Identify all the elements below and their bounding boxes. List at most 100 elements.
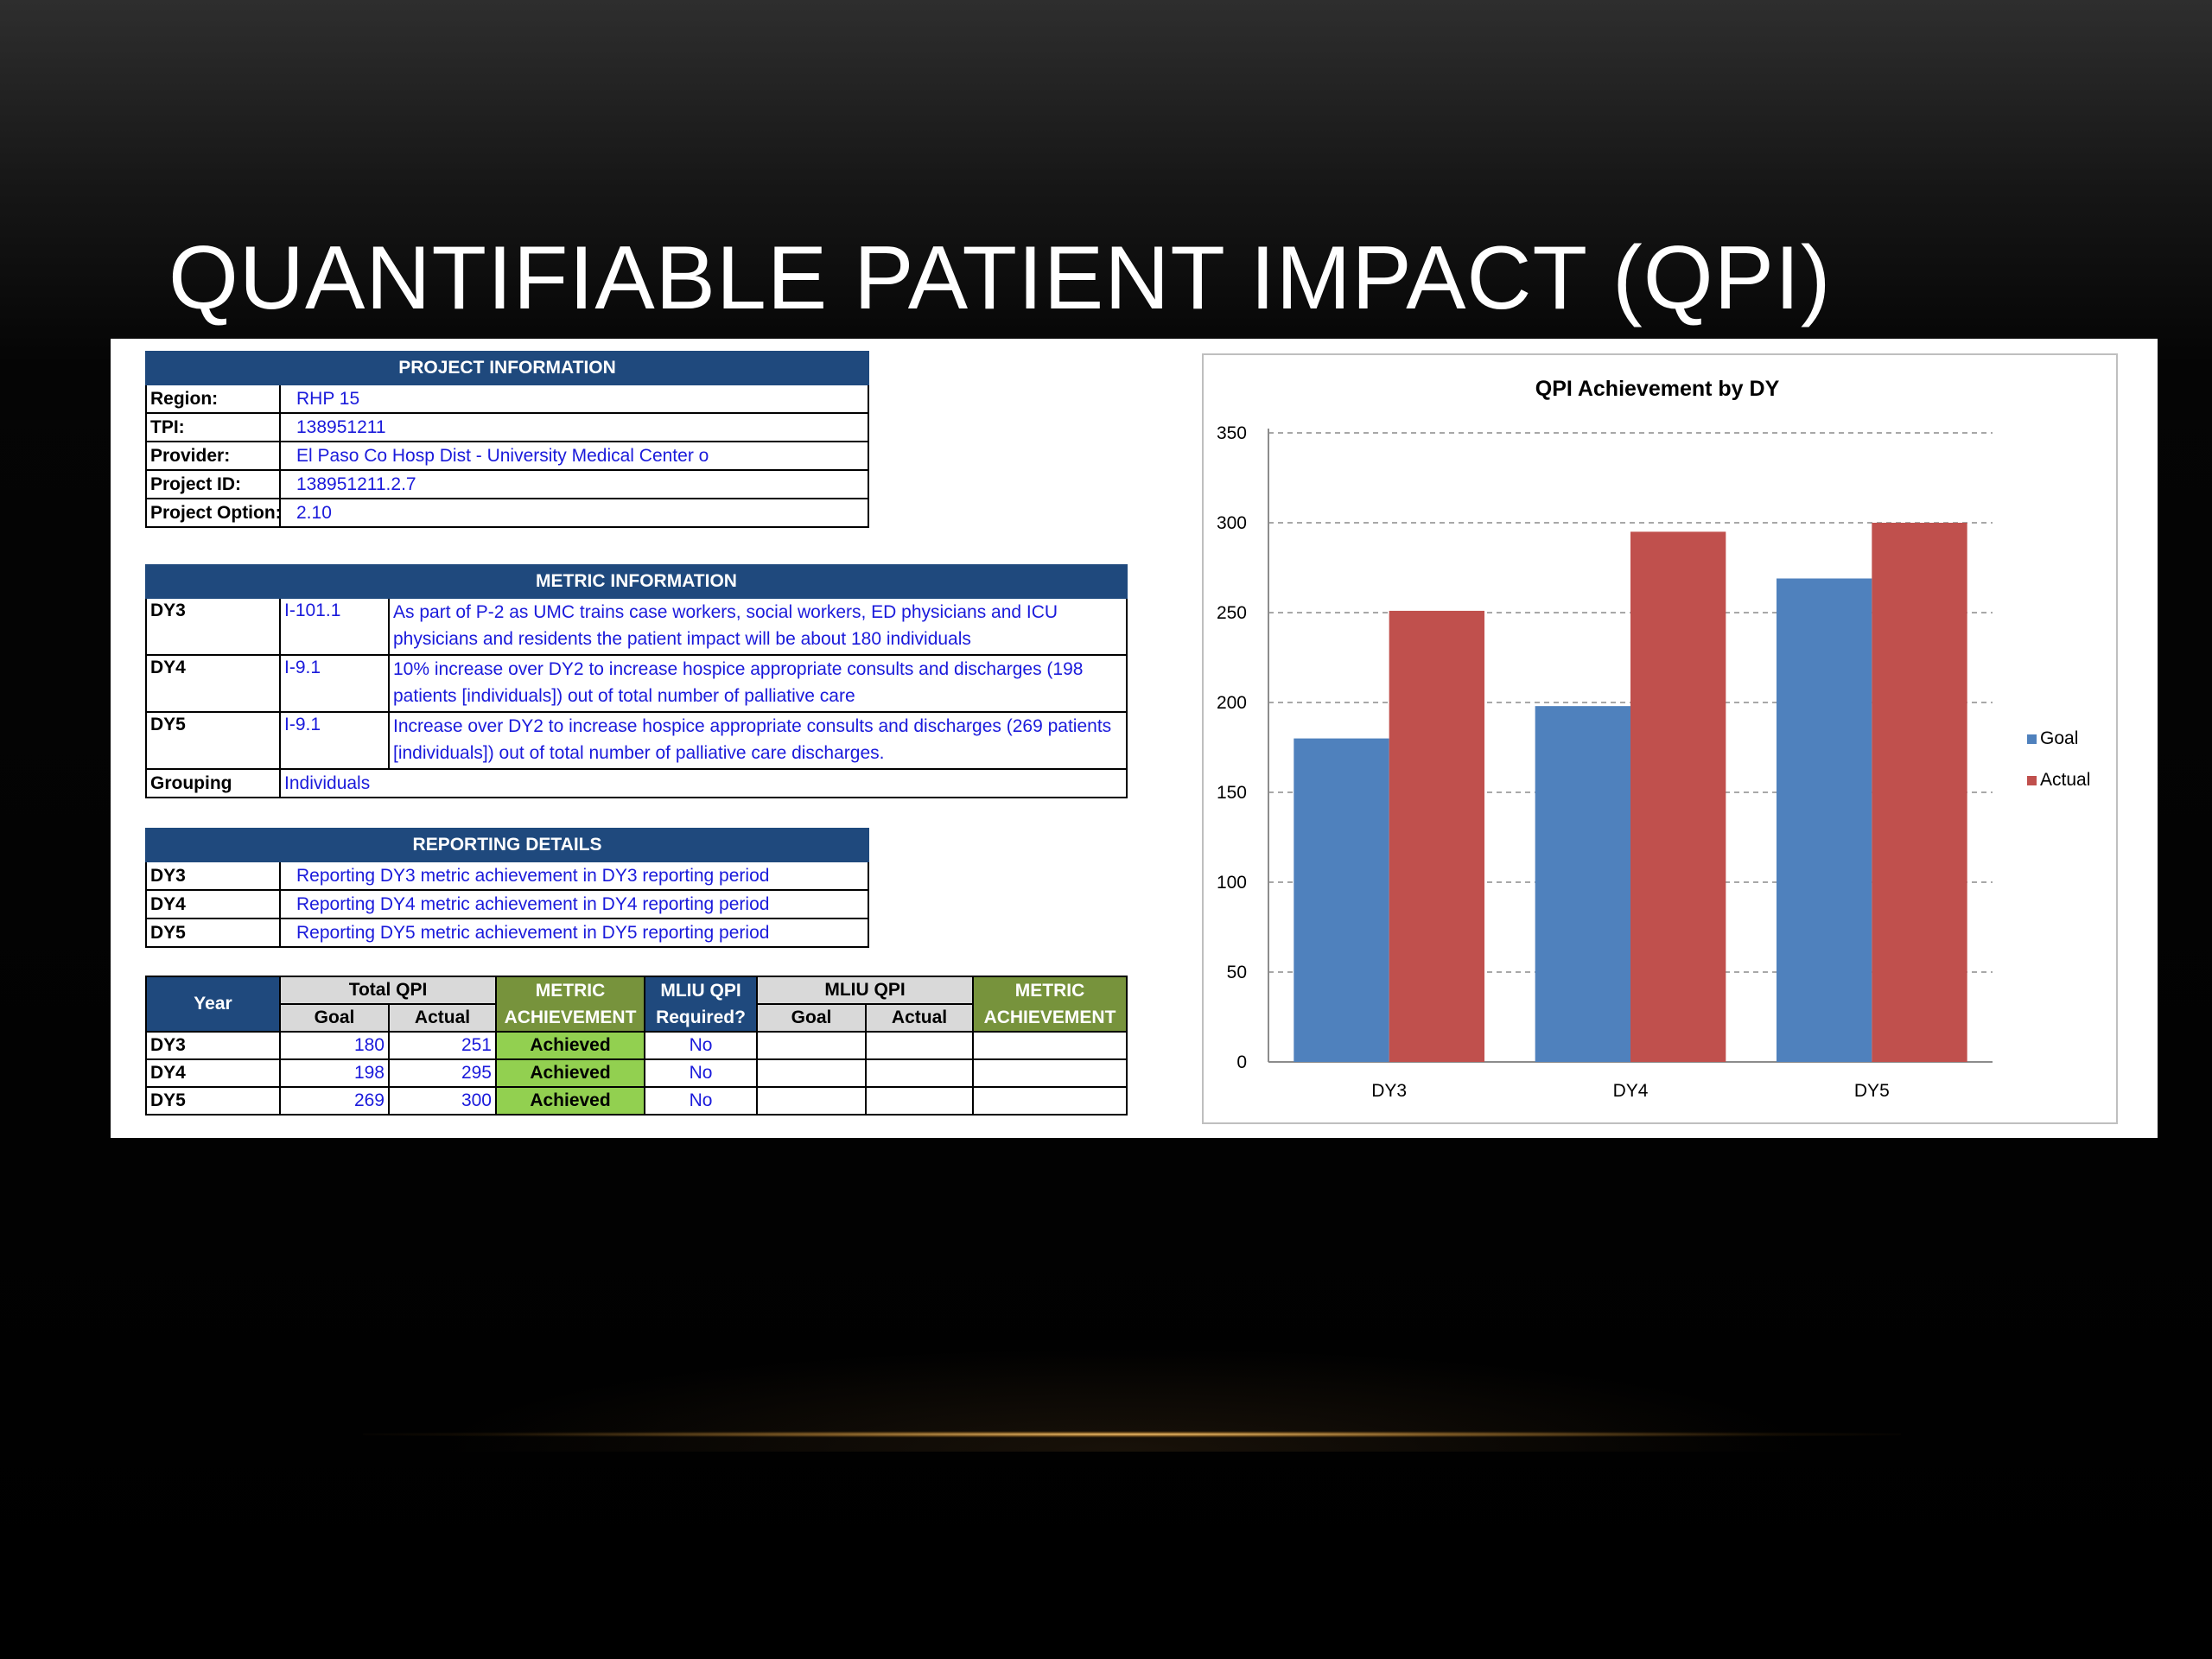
mliu-metric-achievement-header-line2: ACHIEVEMENT: [983, 1007, 1116, 1027]
y-tick-label: 50: [1227, 963, 1247, 982]
table-row: DY3 Reporting DY3 metric achievement in …: [145, 861, 870, 891]
bar-goal-dy4: [1535, 706, 1630, 1062]
table-row: Provider: El Paso Co Hosp Dist - Univers…: [145, 441, 869, 471]
provider-label: Provider:: [145, 441, 281, 471]
project-info-table: PROJECT INFORMATION Region: RHP 15 TPI: …: [145, 351, 869, 528]
qpi-actual: 300: [388, 1086, 497, 1116]
table-row: DY5 I-9.1 Increase over DY2 to increase …: [145, 711, 1128, 770]
y-tick-label: 200: [1217, 693, 1247, 713]
mliu-metric-achievement-header: METRIC ACHIEVEMENT: [972, 976, 1128, 1033]
slide-title: QUANTIFIABLE PATIENT IMPACT (QPI): [168, 228, 1832, 328]
reporting-year: DY3: [145, 861, 281, 891]
mliu-required: No: [644, 1058, 758, 1088]
reporting-details-header: REPORTING DETAILS: [144, 828, 870, 862]
metric-id: I-101.1: [279, 597, 390, 656]
table-row: DY4 I-9.1 10% increase over DY2 to incre…: [145, 654, 1128, 713]
metric-id: I-9.1: [279, 711, 390, 770]
chart-frame: QPI Achievement by DY 0 50 100 150 200 250 300 3…: [1202, 353, 2118, 1124]
grouping-label: Grouping: [145, 768, 281, 798]
metric-description: Increase over DY2 to increase hospice ap…: [387, 711, 1128, 770]
bar-actual-dy3: [1389, 610, 1485, 1062]
mliu-achievement: [972, 1086, 1128, 1116]
mliu-goal: [756, 1058, 867, 1088]
table-row: Region: RHP 15: [145, 384, 869, 414]
legend-swatch-actual: [2027, 776, 2037, 785]
chart-title: QPI Achievement by DY: [1535, 377, 1780, 401]
table-row: DY5 Reporting DY5 metric achievement in …: [145, 918, 870, 948]
mliu-actual: [865, 1031, 974, 1060]
tpi-value: 138951211: [279, 412, 869, 442]
project-id-label: Project ID:: [145, 469, 281, 499]
reporting-text: Reporting DY4 metric achievement in DY4 …: [278, 889, 870, 919]
x-tick-label: DY3: [1371, 1081, 1407, 1101]
grouping-value: Individuals: [278, 768, 1128, 798]
bar-goal-dy5: [1776, 578, 1872, 1062]
qpi-actual: 295: [388, 1058, 497, 1088]
y-tick-label: 100: [1217, 873, 1247, 893]
metric-description: As part of P-2 as UMC trains case worker…: [387, 597, 1128, 656]
y-tick-label: 350: [1217, 423, 1247, 443]
project-option-value: 2.10: [279, 498, 869, 528]
bar-actual-dy4: [1630, 531, 1726, 1062]
table-row: DY4 Reporting DY4 metric achievement in …: [145, 889, 870, 919]
mliu-required-header-line1: MLIU QPI: [660, 981, 741, 1001]
mliu-required-header-line2: Required?: [656, 1007, 746, 1027]
table-row: Grouping Individuals: [145, 768, 1128, 798]
metric-info-header: METRIC INFORMATION: [144, 564, 1128, 599]
mliu-actual-header: Actual: [865, 1003, 974, 1033]
y-tick-label: 300: [1217, 513, 1247, 533]
region-value: RHP 15: [279, 384, 869, 414]
table-row: TPI: 138951211: [145, 412, 869, 442]
mliu-goal: [756, 1031, 867, 1060]
legend-label-actual: Actual: [2040, 770, 2090, 790]
mliu-required: No: [644, 1031, 758, 1060]
qpi-achievement: Achieved: [495, 1086, 645, 1116]
total-qpi-header: Total QPI: [279, 976, 497, 1005]
x-tick-label: DY4: [1613, 1081, 1649, 1101]
table-row: Project Option: 2.10: [145, 498, 869, 528]
table-row: DY3 I-101.1 As part of P-2 as UMC trains…: [145, 597, 1128, 656]
table-row: Project ID: 138951211.2.7: [145, 469, 869, 499]
table-row: DY4 198 295 Achieved No: [145, 1058, 1128, 1088]
qpi-goal: 269: [279, 1086, 390, 1116]
qpi-goal: 198: [279, 1058, 390, 1088]
qpi-year: DY5: [145, 1086, 281, 1116]
bar-actual-dy5: [1872, 523, 1967, 1062]
y-tick-label: 150: [1217, 783, 1247, 803]
tpi-label: TPI:: [145, 412, 281, 442]
metric-year: DY5: [145, 711, 281, 770]
metric-achievement-header-line2: ACHIEVEMENT: [504, 1007, 637, 1027]
mliu-actual: [865, 1086, 974, 1116]
metric-year: DY4: [145, 654, 281, 713]
y-tick-label: 0: [1236, 1052, 1247, 1072]
table-row: DY5 269 300 Achieved No: [145, 1086, 1128, 1116]
provider-value: El Paso Co Hosp Dist - University Medica…: [279, 441, 869, 471]
mliu-goal: [756, 1086, 867, 1116]
mliu-qpi-header: MLIU QPI: [756, 976, 974, 1005]
actual-header: Actual: [388, 1003, 497, 1033]
y-tick-label: 250: [1217, 603, 1247, 623]
metric-id: I-9.1: [279, 654, 390, 713]
project-info-header: PROJECT INFORMATION: [145, 351, 869, 385]
reporting-year: DY5: [145, 918, 281, 948]
metric-info-table: METRIC INFORMATION DY3 I-101.1 As part o…: [144, 564, 1128, 798]
goal-header: Goal: [279, 1003, 390, 1033]
mliu-actual: [865, 1058, 974, 1088]
table-row: DY3 180 251 Achieved No: [145, 1031, 1128, 1060]
region-label: Region:: [145, 384, 281, 414]
qpi-year: DY3: [145, 1031, 281, 1060]
project-option-label: Project Option:: [145, 498, 281, 528]
mliu-achievement: [972, 1058, 1128, 1088]
reporting-year: DY4: [145, 889, 281, 919]
metric-description: 10% increase over DY2 to increase hospic…: [387, 654, 1128, 713]
metric-year: DY3: [145, 597, 281, 656]
qpi-year: DY4: [145, 1058, 281, 1088]
reporting-text: Reporting DY5 metric achievement in DY5 …: [278, 918, 870, 948]
mliu-required-header: MLIU QPI Required?: [644, 976, 758, 1033]
qpi-table: Year Total QPI METRIC ACHIEVEMENT MLIU Q…: [145, 976, 1128, 1116]
qpi-goal: 180: [279, 1031, 390, 1060]
qpi-bar-chart: QPI Achievement by DY 0 50 100 150 200 250 300 3…: [1217, 377, 2090, 1101]
mliu-required: No: [644, 1086, 758, 1116]
x-tick-label: DY5: [1854, 1081, 1890, 1101]
mliu-goal-header: Goal: [756, 1003, 867, 1033]
